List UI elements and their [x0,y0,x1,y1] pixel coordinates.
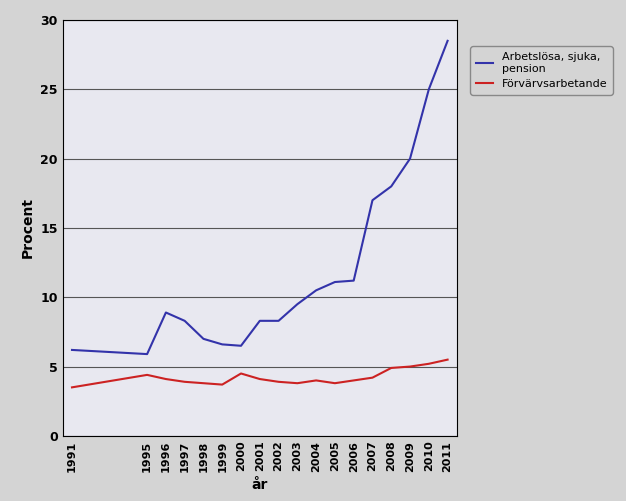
Legend: Arbetslösa, sjuka,
pension, Förvärvsarbetande: Arbetslösa, sjuka, pension, Förvärvsarbe… [470,47,613,95]
Y-axis label: Procent: Procent [21,197,34,259]
X-axis label: år: år [252,477,268,491]
